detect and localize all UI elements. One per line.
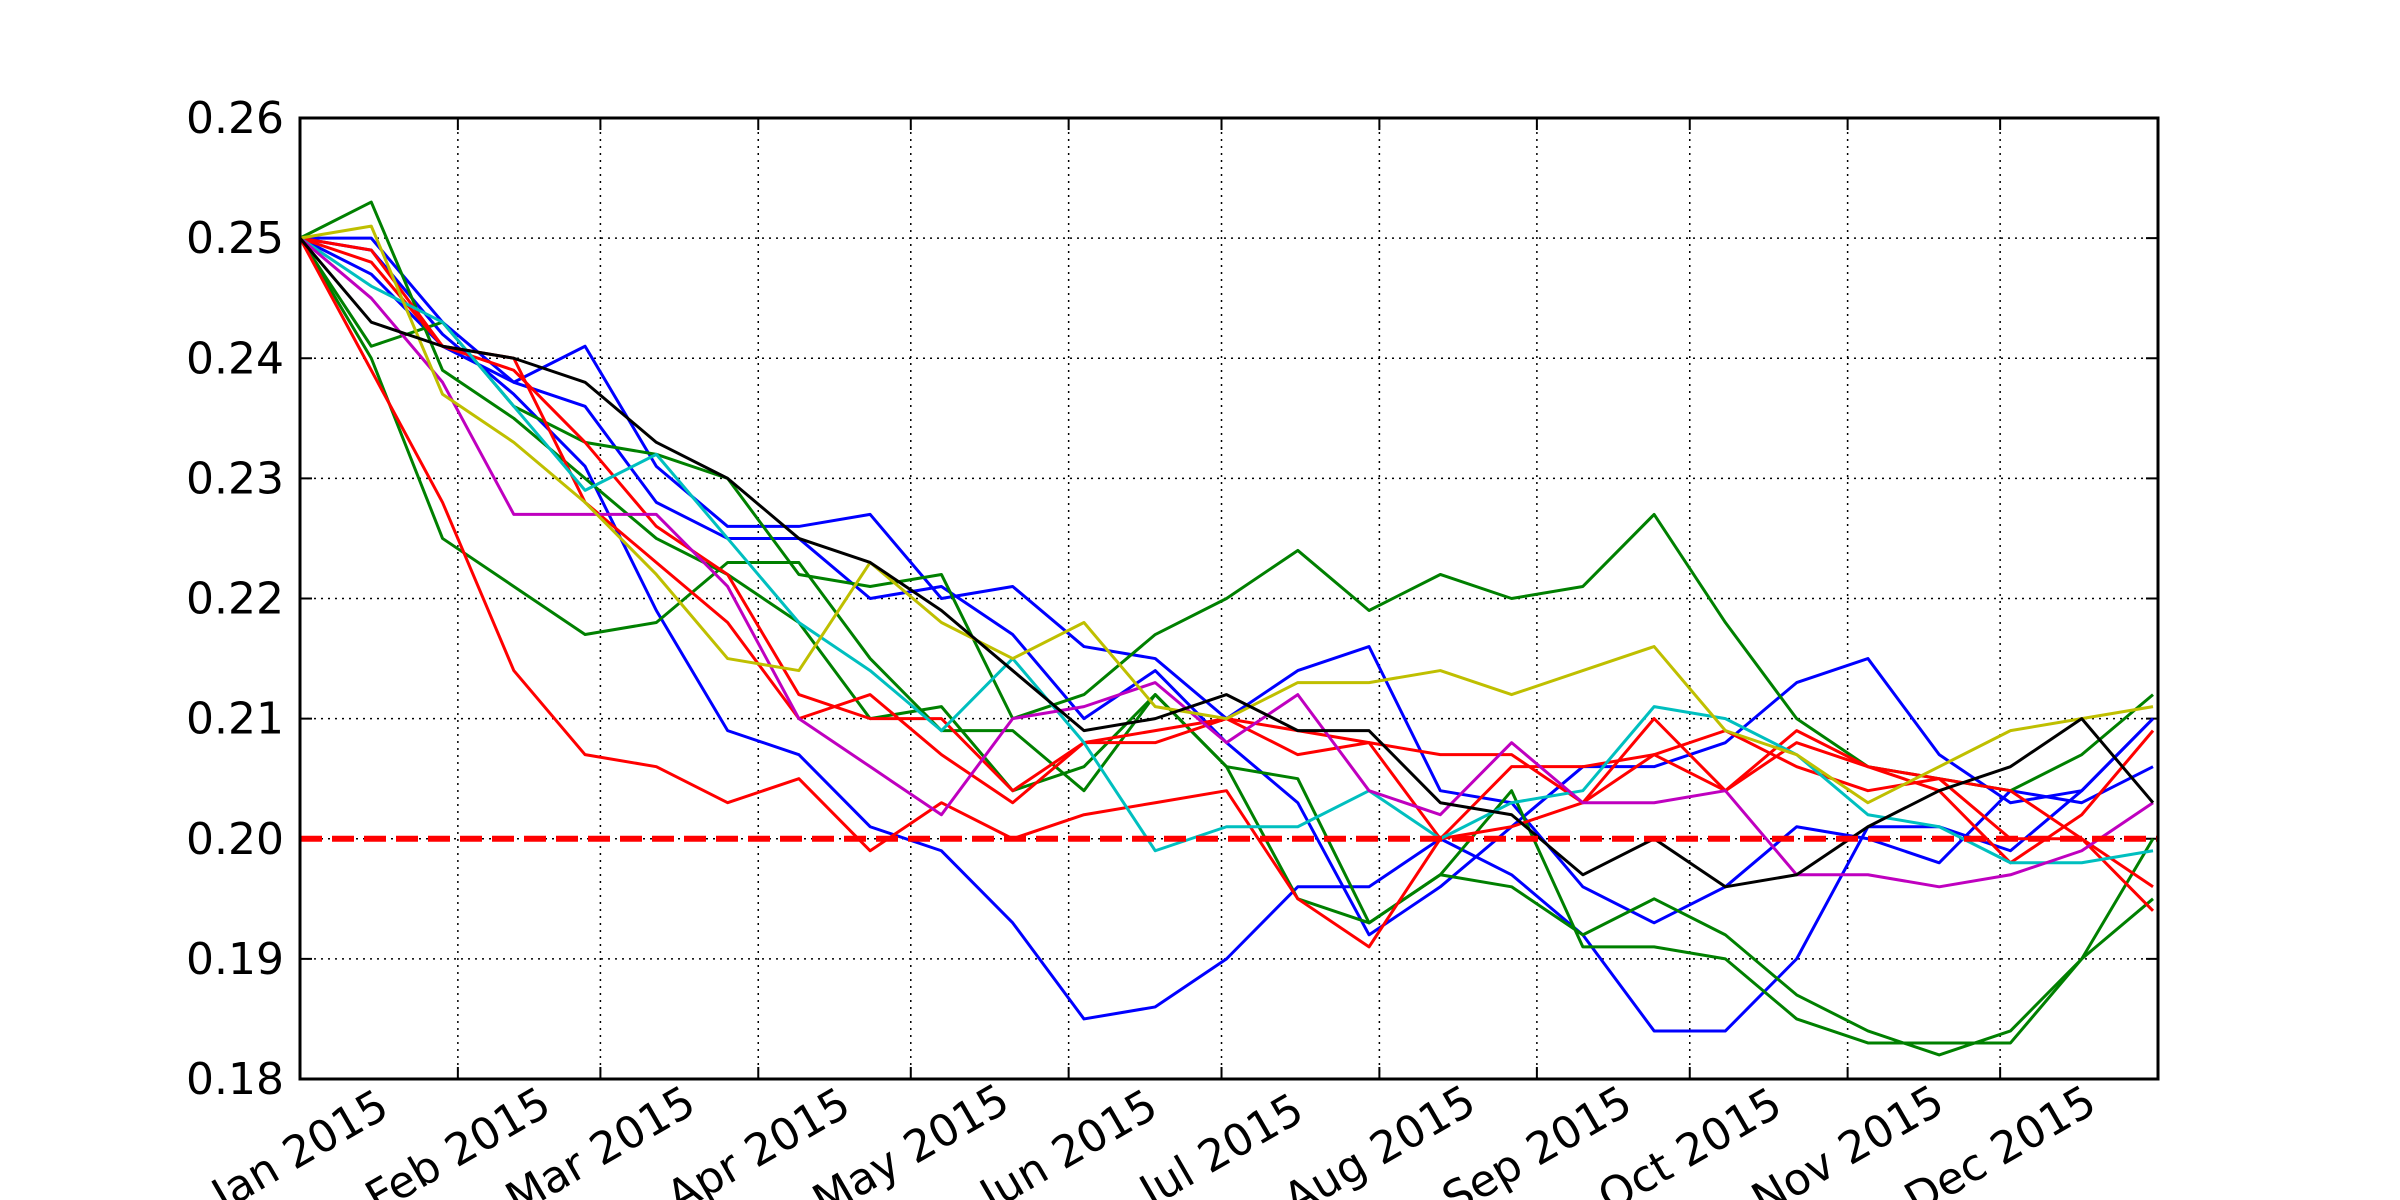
y-tick-label: 0.19: [186, 934, 284, 985]
y-tick-label: 0.21: [186, 694, 284, 745]
series-line: [300, 236, 2154, 925]
y-tick-label: 0.26: [186, 93, 284, 144]
series-line: [299, 200, 2155, 1057]
y-tick-label: 0.18: [186, 1054, 284, 1105]
y-tick-label: 0.23: [186, 453, 284, 504]
series-line: [299, 236, 2155, 937]
series-line: [298, 237, 2155, 889]
series-line: [298, 237, 2154, 793]
series-line: [298, 237, 2155, 949]
series-line: [299, 236, 2154, 889]
y-tick-label: 0.20: [186, 814, 284, 865]
y-tick-label: 0.24: [186, 333, 284, 384]
y-tick-label: 0.22: [186, 574, 284, 625]
series-line: [299, 236, 2155, 1033]
plot-frame: [298, 116, 2160, 1081]
series-line: [299, 236, 2154, 865]
y-tick-label: 0.25: [186, 213, 284, 264]
series-line: [299, 224, 2154, 805]
